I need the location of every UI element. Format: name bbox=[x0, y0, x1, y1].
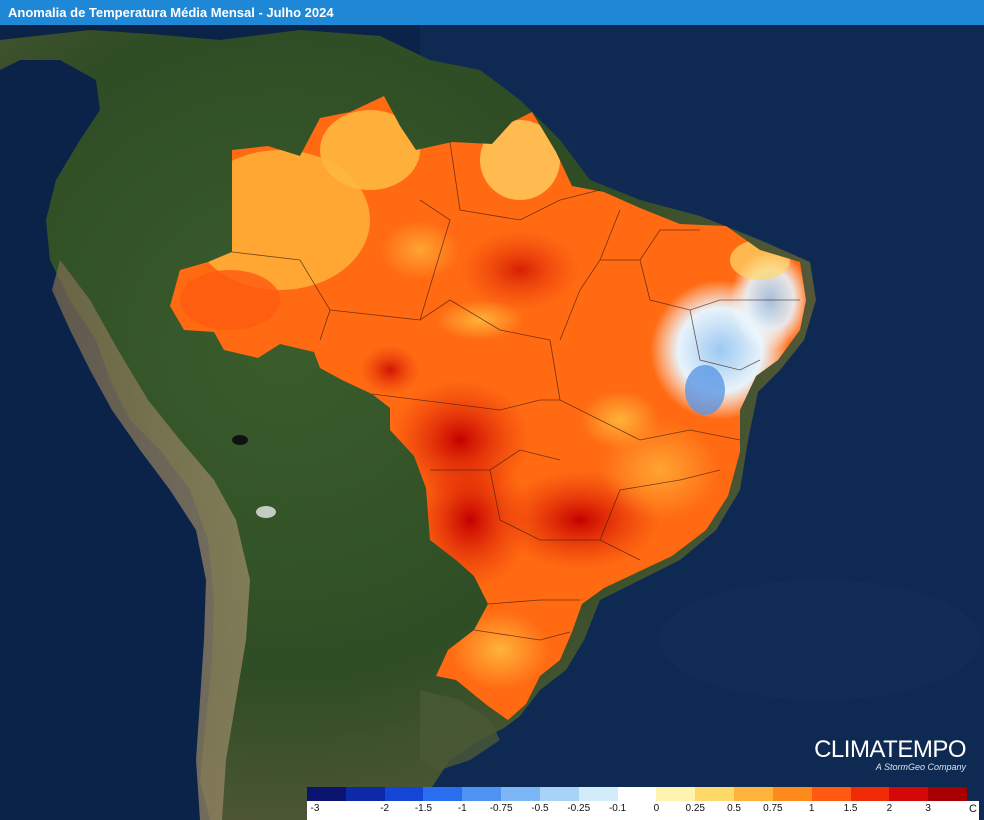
legend-swatch bbox=[889, 787, 929, 801]
legend-swatch bbox=[345, 787, 385, 801]
legend-swatch bbox=[462, 787, 502, 801]
legend-label: -1.5 bbox=[414, 803, 433, 814]
legend-label: -0.25 bbox=[567, 803, 591, 814]
legend-swatch bbox=[850, 787, 890, 801]
legend-label: 2 bbox=[886, 803, 893, 814]
legend-swatch bbox=[501, 787, 540, 801]
lake-titicaca bbox=[232, 435, 248, 445]
state-borders bbox=[231, 141, 800, 641]
legend-swatch bbox=[928, 787, 968, 801]
legend-swatch bbox=[695, 787, 735, 801]
legend-label: -3 bbox=[310, 803, 320, 814]
legend-label: 1 bbox=[808, 803, 815, 814]
andes-terrain bbox=[52, 260, 250, 820]
legend-label: 0.25 bbox=[685, 803, 705, 814]
legend-label: 0 bbox=[653, 803, 660, 814]
legend-label: -1 bbox=[457, 803, 467, 814]
legend-label: 3 bbox=[925, 803, 931, 814]
legend-labels: C -3 -2 -1.5 -1 -0.75 -0.5 -0.25 -0.1 0 0.25 0.5 0.… bbox=[307, 801, 979, 820]
legend-swatch bbox=[307, 787, 346, 801]
legend-swatches bbox=[307, 787, 968, 801]
legend-unit: C bbox=[969, 803, 977, 815]
legend-swatch bbox=[734, 787, 773, 801]
legend-swatch bbox=[539, 787, 579, 801]
brand-name: CLIMATEMPO bbox=[814, 736, 966, 763]
brand-subtitle: A StormGeo Company bbox=[875, 762, 966, 772]
legend-label: -2 bbox=[380, 803, 390, 814]
legend-swatch bbox=[384, 787, 424, 801]
legend-swatch bbox=[423, 787, 463, 801]
legend-swatch bbox=[617, 787, 657, 801]
legend-label: 0.75 bbox=[763, 803, 783, 814]
legend-label: -0.1 bbox=[608, 803, 627, 814]
color-legend: C -3 -2 -1.5 -1 -0.75 -0.5 -0.25 -0.1 0 0.25 0.5 0.… bbox=[307, 787, 979, 820]
map-title: Anomalia de Temperatura Média Mensal - J… bbox=[0, 0, 984, 25]
south-america-map bbox=[0, 25, 984, 820]
legend-label: -0.75 bbox=[489, 803, 513, 814]
brand-logo: CLIMATEMPO A StormGeo Company bbox=[814, 736, 966, 772]
legend-swatch bbox=[656, 787, 696, 801]
legend-swatch bbox=[772, 787, 812, 801]
legend-swatch bbox=[578, 787, 618, 801]
legend-label: -0.5 bbox=[531, 803, 549, 814]
legend-label: 1.5 bbox=[843, 803, 858, 814]
legend-swatch bbox=[811, 787, 851, 801]
legend-label: 0.5 bbox=[727, 803, 741, 814]
